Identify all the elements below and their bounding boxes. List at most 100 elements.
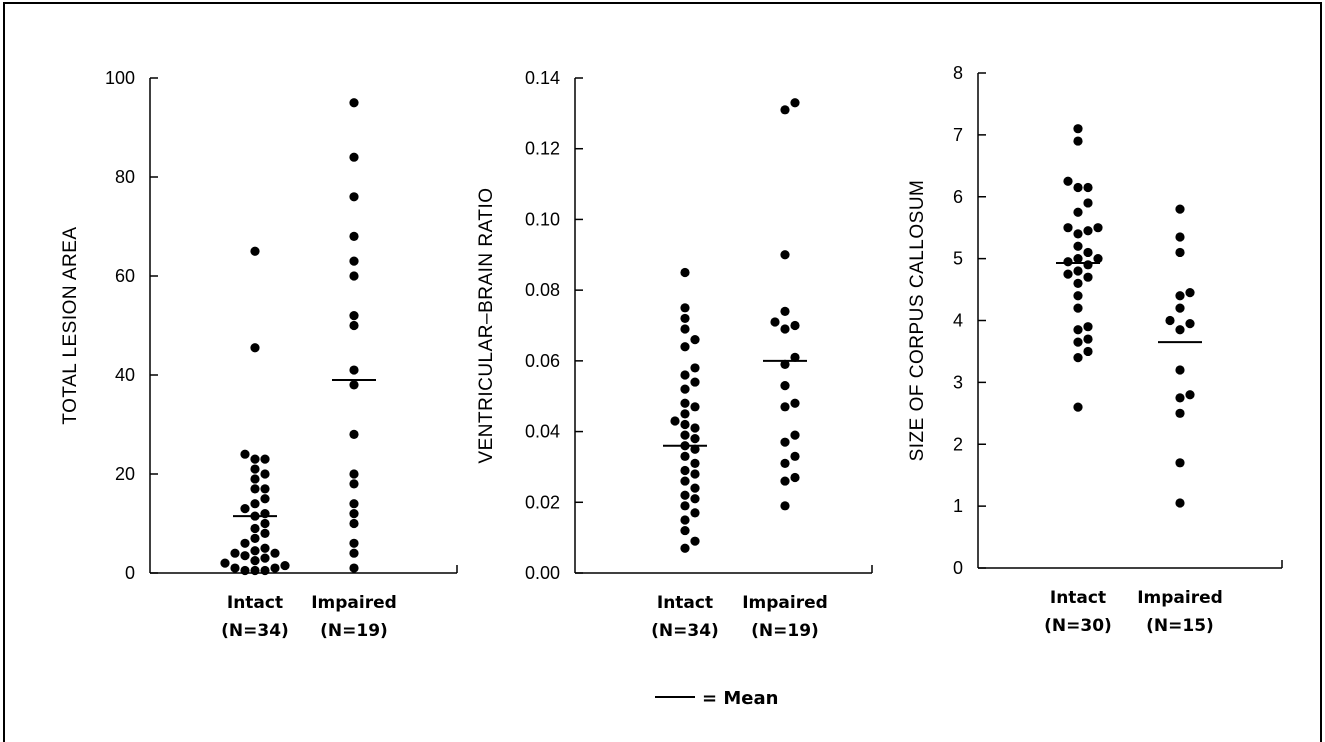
data-point: [240, 504, 250, 514]
data-point: [690, 469, 700, 479]
category-n-label: (N=15): [1146, 616, 1214, 636]
data-point: [1175, 291, 1185, 301]
data-point: [1175, 458, 1185, 468]
data-point: [349, 311, 359, 321]
category-label: Intact: [227, 593, 283, 613]
data-point: [1073, 124, 1083, 134]
data-point: [690, 402, 700, 412]
y-tick-label: 100: [105, 68, 135, 88]
category-n-label: (N=30): [1044, 616, 1112, 636]
data-point: [1175, 365, 1185, 375]
panel-corpus-callosum: 0 1 2 3 4 5 6 7 8 SIZE OF CORPUS CALLOSUM Intact (N…: [907, 63, 1283, 636]
y-tick-label: 6: [953, 187, 963, 207]
data-point: [680, 476, 690, 486]
data-point: [680, 543, 690, 553]
data-point: [250, 246, 260, 256]
data-point: [260, 518, 270, 529]
data-point: [680, 267, 690, 278]
data-point: [1083, 272, 1093, 282]
y-axis-label: SIZE OF CORPUS CALLOSUM: [907, 180, 928, 462]
y-tick-label: 0.04: [525, 422, 560, 442]
y-tick-label: 8: [953, 63, 963, 83]
data-point: [1185, 318, 1195, 329]
data-point: [780, 458, 790, 468]
category-n-label: (N=34): [221, 621, 289, 641]
data-point: [790, 472, 800, 483]
data-point: [790, 451, 800, 461]
data-point: [1093, 223, 1103, 233]
data-point: [680, 465, 690, 476]
data-point: [240, 565, 250, 576]
data-point: [680, 342, 690, 352]
data-point: [240, 538, 250, 548]
data-point: [1073, 303, 1083, 313]
data-point: [1083, 260, 1093, 270]
data-point: [220, 558, 230, 568]
data-point: [1073, 278, 1083, 288]
data-point: [1185, 288, 1195, 298]
data-point: [690, 444, 700, 454]
data-point: [260, 528, 270, 539]
category-n-label: (N=19): [751, 621, 819, 641]
data-point: [790, 352, 800, 362]
y-tick-label: 4: [953, 311, 963, 331]
category-label: Impaired: [742, 593, 828, 613]
data-point: [1083, 198, 1093, 208]
data-point: [349, 365, 359, 375]
data-point: [780, 306, 790, 316]
data-point: [240, 551, 250, 561]
data-point: [690, 377, 700, 387]
data-point: [349, 429, 359, 439]
data-point: [260, 494, 270, 504]
data-point: [270, 548, 280, 558]
data-point: [1083, 226, 1093, 236]
data-point: [250, 343, 260, 353]
data-point: [690, 494, 700, 504]
category-label: Impaired: [311, 593, 397, 613]
data-point: [1175, 325, 1185, 335]
data-point: [250, 533, 260, 543]
data-point: [230, 548, 240, 558]
data-point: [1073, 402, 1083, 412]
data-point: [680, 501, 690, 511]
data-point: [349, 231, 359, 241]
data-point: [780, 402, 790, 412]
data-point: [1175, 498, 1185, 508]
data-point: [260, 484, 270, 494]
data-point: [260, 454, 270, 464]
category-n-label: (N=34): [651, 621, 719, 641]
data-point: [250, 556, 260, 566]
data-point: [690, 483, 700, 493]
category-label: Intact: [657, 593, 713, 613]
y-axis-label: VENTRICULAR–BRAIN RATIO: [476, 187, 497, 463]
data-point: [349, 256, 359, 266]
y-tick-label: 0.02: [525, 492, 560, 512]
data-point: [1073, 207, 1083, 217]
data-point: [780, 105, 790, 115]
data-point: [240, 449, 250, 459]
data-point: [680, 370, 690, 380]
data-point: [690, 536, 700, 546]
data-point: [349, 499, 359, 509]
y-tick-label: 40: [115, 365, 135, 385]
data-point: [690, 335, 700, 345]
data-point: [260, 553, 270, 563]
y-tick-label: 0.00: [525, 563, 560, 583]
data-point: [780, 476, 790, 486]
data-point: [770, 317, 780, 327]
category-label: Intact: [1050, 588, 1106, 608]
data-point: [250, 523, 260, 534]
data-point: [260, 543, 270, 553]
data-point: [349, 98, 359, 108]
data-point: [260, 469, 270, 479]
data-point: [1083, 322, 1093, 332]
y-tick-label: 3: [953, 372, 963, 392]
data-point: [1073, 353, 1083, 363]
data-point: [790, 98, 800, 108]
data-point: [349, 508, 359, 519]
y-tick-label: 0.08: [525, 280, 560, 300]
data-point: [1073, 266, 1083, 276]
data-point: [250, 474, 260, 484]
panel-total-lesion-area: 0 20 40 60 80 100 TOTAL LESION AREA Intact (N=34…: [60, 68, 458, 641]
